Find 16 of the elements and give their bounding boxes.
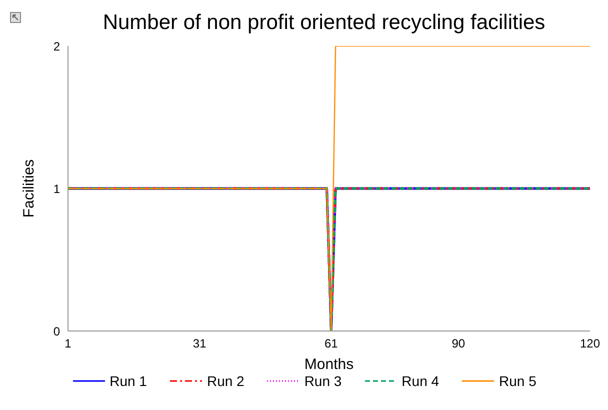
x-tick-label: 31	[192, 336, 207, 351]
x-tick-label: 90	[452, 336, 466, 351]
y-tick-label: 0	[53, 324, 60, 338]
y-axis-title: Facilities	[20, 159, 38, 218]
x-tick-label: 120	[580, 336, 600, 351]
legend-label: Run 5	[499, 373, 536, 389]
x-axis-title: Months	[304, 356, 354, 373]
x-tick-label: 61	[324, 336, 338, 351]
chart-title: Number of non profit oriented recycling facilities	[102, 10, 546, 36]
x-tick-label: 1	[64, 336, 72, 351]
legend-label: Run 4	[402, 373, 440, 389]
legend-label: Run 2	[206, 373, 244, 389]
y-tick-label: 2	[53, 39, 60, 54]
legend-label: Run 3	[304, 373, 342, 389]
y-tick-label: 1	[53, 182, 60, 196]
legend-label: Run 1	[110, 373, 147, 389]
